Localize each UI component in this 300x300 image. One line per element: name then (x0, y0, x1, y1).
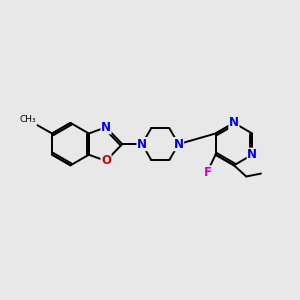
Text: N: N (174, 138, 184, 151)
Text: N: N (247, 148, 257, 161)
Text: N: N (101, 121, 111, 134)
Text: F: F (204, 166, 212, 179)
Text: N: N (229, 116, 239, 129)
Text: CH₃: CH₃ (19, 115, 36, 124)
Text: N: N (137, 138, 147, 151)
Text: O: O (101, 154, 111, 167)
